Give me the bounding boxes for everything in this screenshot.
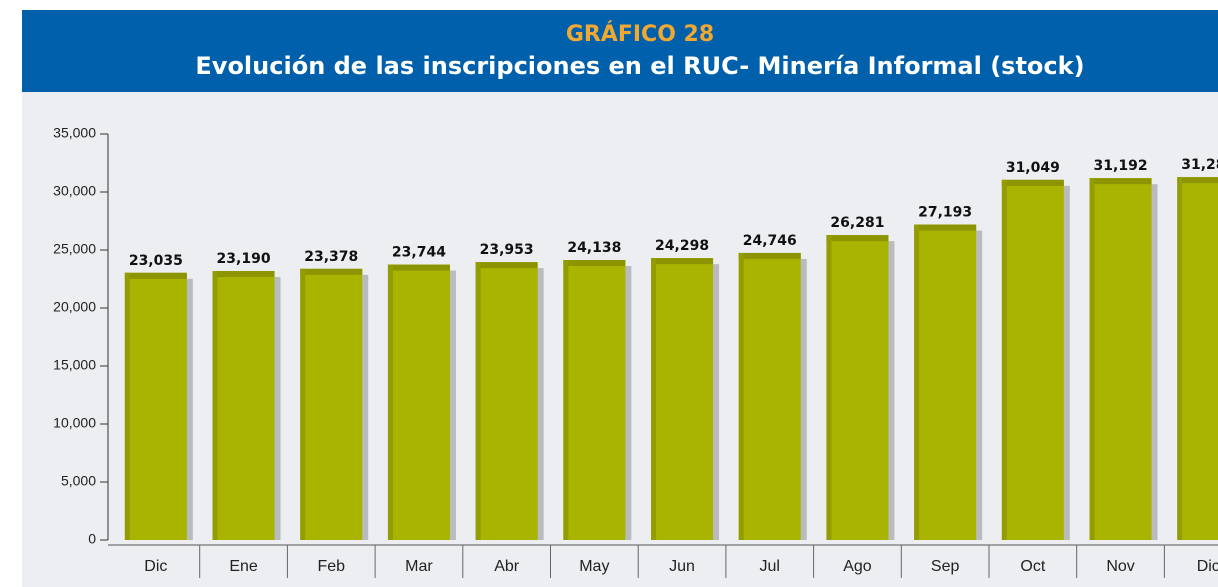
value-label: 31,049 <box>1006 160 1060 176</box>
bar-top <box>1177 177 1218 184</box>
value-label: 27,193 <box>918 205 972 221</box>
value-label: 24,298 <box>655 238 709 254</box>
bar-edge <box>563 259 569 540</box>
x-tick-label: Oct <box>1020 558 1045 575</box>
bar <box>563 259 626 540</box>
x-tick-label: Feb <box>317 558 345 575</box>
bar-top <box>1089 178 1152 185</box>
x-tick-label: Dic <box>144 558 167 575</box>
bar-top <box>563 259 626 266</box>
x-tick-label: Mar <box>405 558 433 575</box>
value-label: 23,953 <box>480 242 534 258</box>
value-label: 23,035 <box>129 253 183 269</box>
x-tick-label: Nov <box>1106 558 1134 575</box>
bar-edge <box>300 268 306 540</box>
bar-edge <box>124 272 130 540</box>
y-tick-label: 15,000 <box>53 357 96 373</box>
bar <box>738 252 801 540</box>
bar-top <box>475 262 538 269</box>
x-tick-label: Jun <box>669 558 695 575</box>
bar <box>826 235 889 541</box>
bar-top <box>212 270 275 277</box>
bar <box>1001 179 1064 540</box>
bar-edge <box>212 270 218 540</box>
x-tick-label: Sep <box>931 558 960 575</box>
bar <box>1177 177 1218 541</box>
bar <box>475 262 538 540</box>
bar-top <box>738 252 801 259</box>
bar-edge <box>738 252 744 540</box>
bar-top <box>826 235 889 242</box>
y-tick-label: 30,000 <box>53 183 96 199</box>
x-tick-label: Abr <box>494 558 520 575</box>
bar-edge <box>651 258 657 540</box>
y-tick-label: 10,000 <box>53 415 96 431</box>
bar <box>212 270 275 540</box>
y-tick-label: 0 <box>88 531 96 547</box>
bar-top <box>387 264 450 271</box>
bar-top <box>651 258 714 265</box>
value-label: 24,746 <box>743 233 797 249</box>
bar-edge <box>1177 177 1183 541</box>
header-band <box>22 10 1218 92</box>
bar-edge <box>1001 179 1007 540</box>
bar-top <box>300 268 363 275</box>
y-tick-label: 20,000 <box>53 299 96 315</box>
bar-edge <box>1089 178 1095 541</box>
bar-edge <box>826 235 832 541</box>
bar <box>651 258 714 540</box>
y-tick-label: 25,000 <box>53 241 96 257</box>
x-tick-label: Jul <box>760 558 780 575</box>
bar-top <box>914 224 977 231</box>
value-label: 23,378 <box>304 249 358 265</box>
bar <box>300 268 363 540</box>
value-label: 24,138 <box>567 240 621 256</box>
chart-subtitle: Evolución de las inscripciones en el RUC… <box>195 52 1084 80</box>
value-label: 23,744 <box>392 245 446 261</box>
x-tick-label: Ene <box>229 558 258 575</box>
bar-top <box>124 272 187 279</box>
bar <box>387 264 450 540</box>
x-tick-label: May <box>579 558 609 575</box>
bar <box>1089 178 1152 541</box>
y-tick-label: 35,000 <box>53 125 96 141</box>
x-tick-label: Ago <box>843 558 872 575</box>
y-tick-label: 5,000 <box>61 473 96 489</box>
value-label: 31,280 <box>1181 157 1218 173</box>
value-label: 26,281 <box>830 215 884 231</box>
value-label: 23,190 <box>217 251 271 267</box>
bar-top <box>1001 179 1064 186</box>
bar-edge <box>475 262 481 540</box>
bar-edge <box>914 224 920 540</box>
chart-title: GRÁFICO 28 <box>566 21 714 47</box>
value-label: 31,192 <box>1094 158 1148 174</box>
x-tick-label: Dic <box>1197 558 1218 575</box>
bar <box>124 272 187 540</box>
bar <box>914 224 977 540</box>
bar-edge <box>387 264 393 540</box>
